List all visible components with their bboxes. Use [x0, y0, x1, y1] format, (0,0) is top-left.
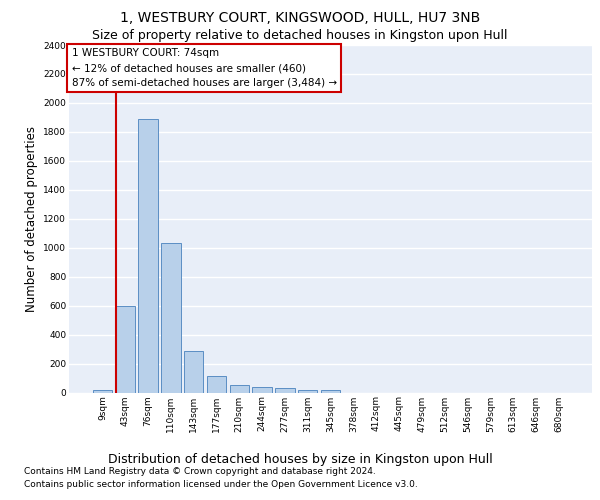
Bar: [184, 350, 203, 393]
Bar: [207, 376, 226, 392]
Text: Size of property relative to detached houses in Kingston upon Hull: Size of property relative to detached ho…: [92, 28, 508, 42]
Bar: [230, 386, 249, 392]
Bar: [275, 388, 295, 392]
Text: Distribution of detached houses by size in Kingston upon Hull: Distribution of detached houses by size …: [107, 452, 493, 466]
Bar: [161, 244, 181, 392]
Bar: [298, 390, 317, 392]
Bar: [139, 119, 158, 392]
Text: 1, WESTBURY COURT, KINGSWOOD, HULL, HU7 3NB: 1, WESTBURY COURT, KINGSWOOD, HULL, HU7 …: [120, 11, 480, 25]
Bar: [93, 390, 112, 392]
Text: Contains HM Land Registry data © Crown copyright and database right 2024.: Contains HM Land Registry data © Crown c…: [24, 467, 376, 476]
Y-axis label: Number of detached properties: Number of detached properties: [25, 126, 38, 312]
Text: 1 WESTBURY COURT: 74sqm
← 12% of detached houses are smaller (460)
87% of semi-d: 1 WESTBURY COURT: 74sqm ← 12% of detache…: [71, 48, 337, 88]
Bar: [253, 386, 272, 392]
Text: Contains public sector information licensed under the Open Government Licence v3: Contains public sector information licen…: [24, 480, 418, 489]
Bar: [116, 306, 135, 392]
Bar: [321, 390, 340, 392]
